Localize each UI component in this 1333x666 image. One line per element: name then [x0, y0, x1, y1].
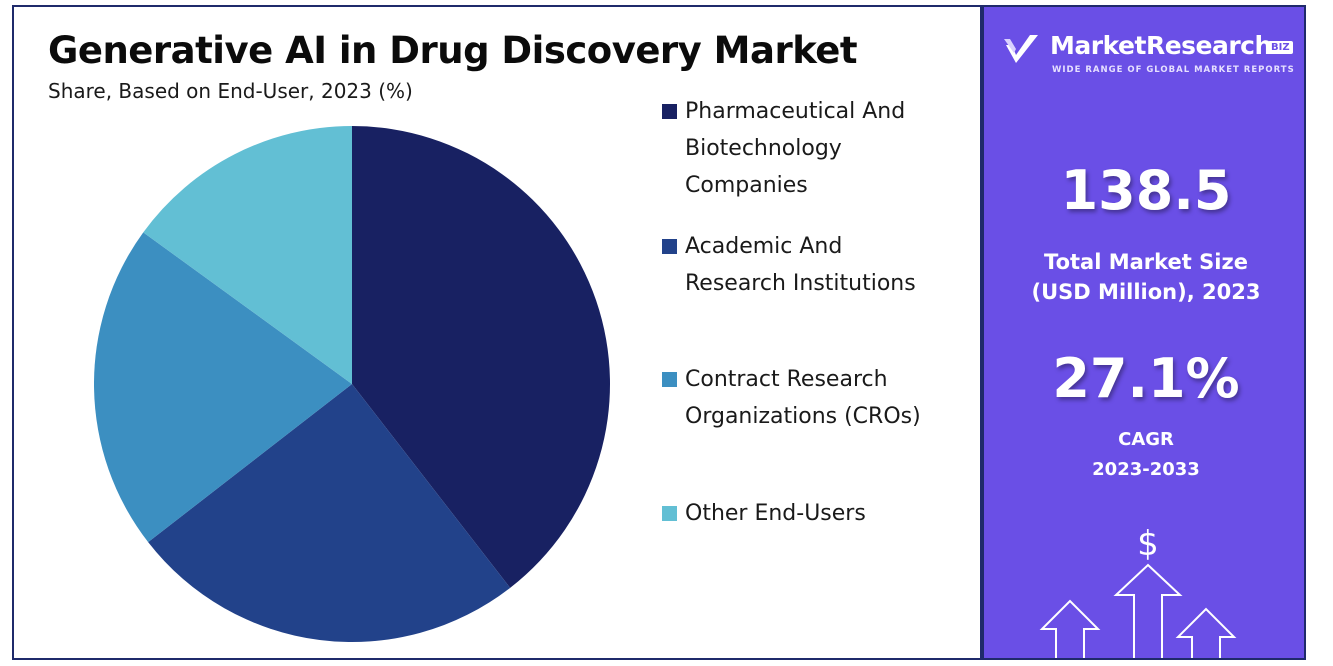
market-size-value: 138.5	[1060, 159, 1232, 222]
chart-subtitle: Share, Based on End-User, 2023 (%)	[48, 79, 413, 103]
pie-slice-pharma	[352, 126, 610, 588]
chart-panel: Generative AI in Drug Discovery Market S…	[12, 5, 982, 660]
summary-panel: MarketResearch BIZ WIDE RANGE OF GLOBAL …	[982, 5, 1306, 660]
pie-slice-academic	[148, 384, 511, 642]
brand-tagline: WIDE RANGE OF GLOBAL MARKET REPORTS	[1052, 65, 1295, 75]
legend-label: Contract Research Organizations (CROs)	[685, 367, 921, 429]
legend-swatch	[662, 104, 677, 119]
legend-swatch	[662, 506, 677, 521]
market-size-label: Total Market Size (USD Million), 2023	[1031, 250, 1261, 304]
legend-label: Other End-Users	[685, 501, 866, 526]
brand-logo: MarketResearch BIZ WIDE RANGE OF GLOBAL …	[1002, 27, 1302, 83]
cagr-label: CAGR 2023-2033	[1092, 429, 1200, 480]
brand-badge: BIZ	[1268, 41, 1293, 54]
pie-chart	[93, 125, 610, 642]
legend-swatch	[662, 239, 677, 254]
chart-legend: Pharmaceutical And Biotechnology Compani…	[662, 7, 982, 662]
legend-swatch	[662, 372, 677, 387]
pie-slice-cro	[93, 232, 352, 543]
dollar-sign-icon: $	[1137, 524, 1159, 564]
pie-slice-other	[143, 125, 352, 384]
chart-title: Generative AI in Drug Discovery Market	[48, 29, 858, 72]
legend-label: Academic And Research Institutions	[685, 234, 916, 296]
legend-label: Pharmaceutical And Biotechnology Compani…	[685, 99, 906, 198]
brand-name: MarketResearch	[1050, 31, 1272, 60]
growth-arrows-icon: $	[1039, 524, 1237, 658]
cagr-value: 27.1%	[1052, 347, 1240, 410]
checkmark-logo-icon	[1004, 35, 1038, 63]
